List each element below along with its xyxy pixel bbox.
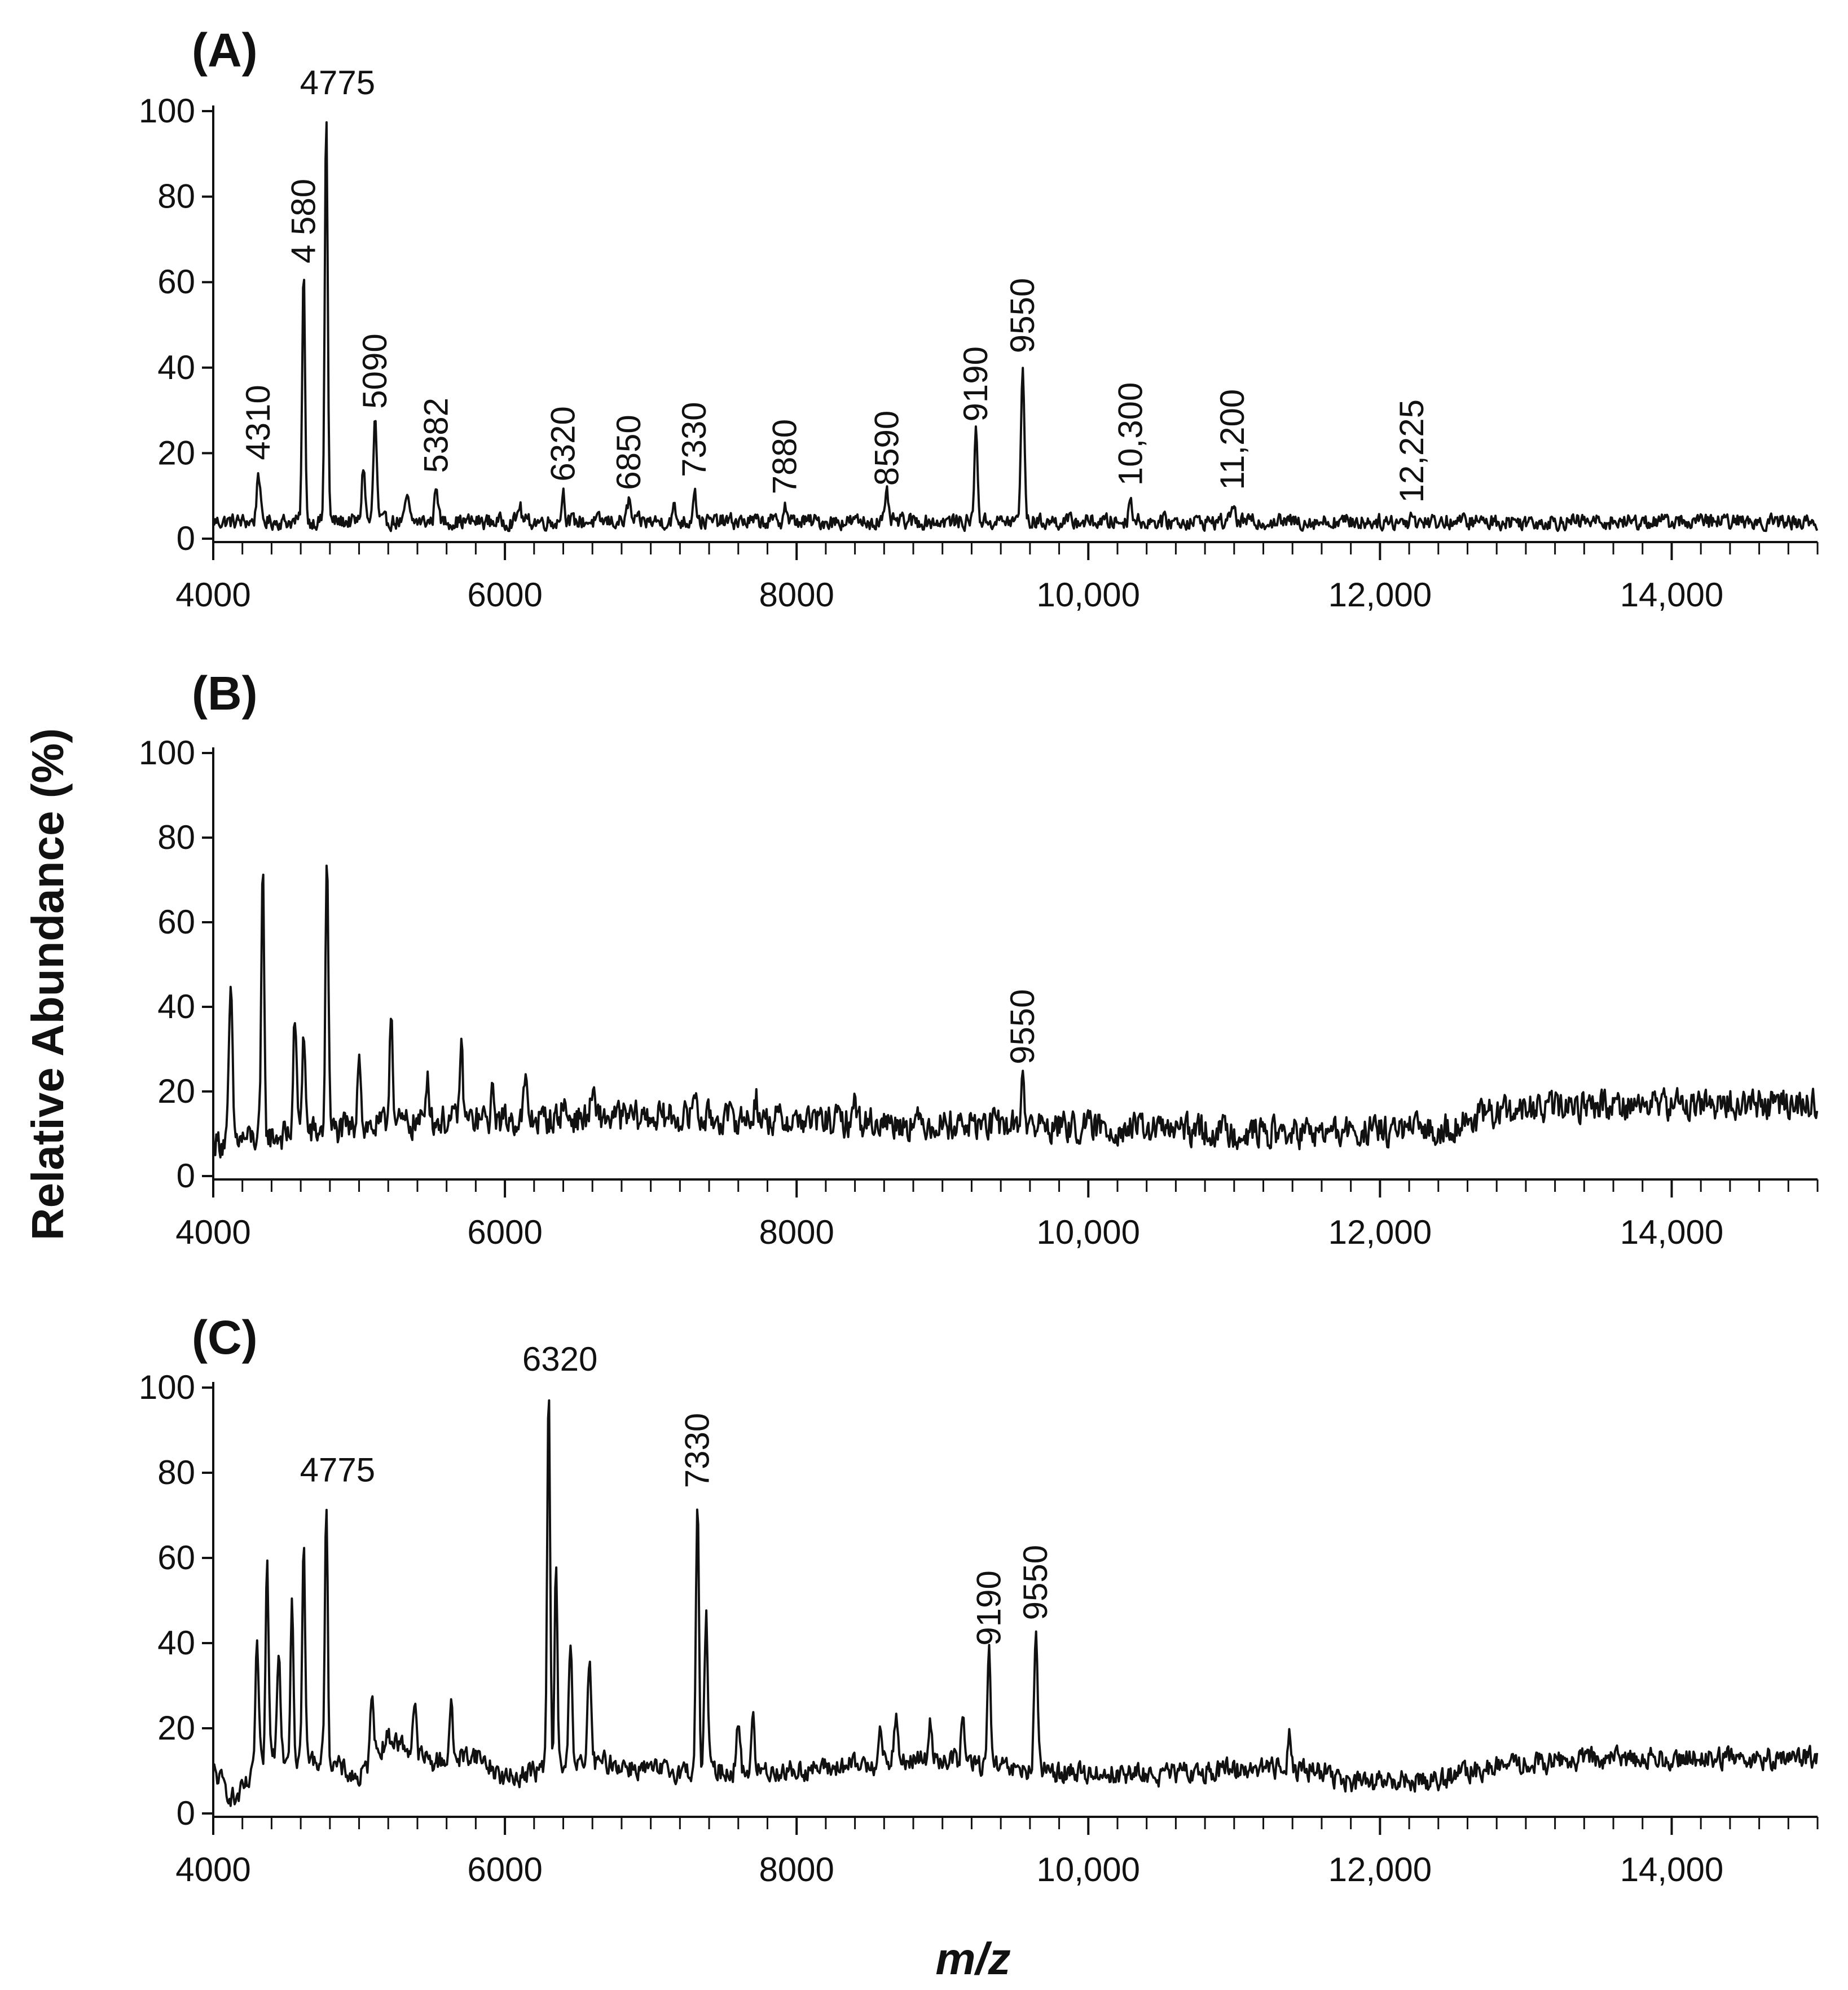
y-tick-label: 80 xyxy=(157,1454,195,1491)
peak-label: 6320 xyxy=(544,406,582,481)
spectrum-line xyxy=(212,1399,1819,1807)
y-tick-label: 60 xyxy=(157,903,195,941)
spectrum-line xyxy=(212,121,1819,532)
peak-label: 7880 xyxy=(765,419,803,494)
x-tick-label: 4000 xyxy=(175,1851,250,1888)
peak-label: 12,225 xyxy=(1393,399,1431,503)
x-tick-label: 10,000 xyxy=(1037,1213,1141,1251)
chart-panel-2: (B) 0 20 40 60 80 100 4000 6000 8000 10,000 12,000 1… xyxy=(139,667,1819,1251)
peak-label: 4775 xyxy=(300,1451,375,1489)
peak-label: 8590 xyxy=(868,411,905,486)
panel-label: (B) xyxy=(192,667,258,720)
x-tick-label: 12,000 xyxy=(1328,576,1432,614)
peak-label: 6850 xyxy=(610,415,648,490)
peak-label: 10,300 xyxy=(1111,382,1149,486)
x-tick-label: 10,000 xyxy=(1037,1851,1141,1888)
y-tick-label: 100 xyxy=(139,92,195,130)
peak-label: 4310 xyxy=(239,385,277,460)
y-tick-label: 80 xyxy=(157,818,195,856)
x-tick-label: 8000 xyxy=(759,1213,834,1251)
y-tick-label: 100 xyxy=(139,1368,195,1406)
x-tick-label: 14,000 xyxy=(1620,1851,1724,1888)
x-tick-label: 12,000 xyxy=(1328,1213,1432,1251)
peak-label: 4775 xyxy=(300,64,375,102)
peak-label: 11,200 xyxy=(1213,389,1251,490)
peak-label: 7330 xyxy=(678,1413,716,1488)
chart-panel-3: (C) 0 20 40 60 80 100 4000 6000 8000 10,000 12,000 1… xyxy=(139,1311,1819,1888)
x-tick-label: 14,000 xyxy=(1620,1213,1724,1251)
x-tick-label: 6000 xyxy=(467,576,542,614)
y-tick-label: 60 xyxy=(157,263,195,301)
peak-label: 9550 xyxy=(1004,278,1041,353)
x-tick-label: 4000 xyxy=(175,576,250,614)
y-tick-label: 0 xyxy=(177,519,195,557)
x-tick-label: 12,000 xyxy=(1328,1851,1432,1888)
y-tick-label: 40 xyxy=(157,988,195,1025)
peak-label: 4 580 xyxy=(284,179,322,263)
x-tick-label: 6000 xyxy=(467,1851,542,1888)
x-tick-label: 14,000 xyxy=(1620,576,1724,614)
chart-panel-1: (A) 0 20 40 60 80 100 4000 6000 8000 10,000 12,000 1… xyxy=(139,24,1819,614)
y-tick-label: 100 xyxy=(139,734,195,772)
peak-label: 9190 xyxy=(957,346,995,421)
y-tick-label: 40 xyxy=(157,349,195,386)
y-tick-label: 60 xyxy=(157,1539,195,1577)
peak-label: 6320 xyxy=(522,1340,597,1378)
peak-label: 9550 xyxy=(1004,989,1041,1064)
y-tick-label: 20 xyxy=(157,1709,195,1747)
panel-label: (C) xyxy=(192,1311,258,1364)
peak-label: 9550 xyxy=(1017,1545,1054,1620)
x-tick-label: 10,000 xyxy=(1037,576,1141,614)
panel-label: (A) xyxy=(192,24,258,77)
y-tick-label: 0 xyxy=(177,1794,195,1832)
spectrum-line xyxy=(212,864,1819,1159)
y-tick-label: 40 xyxy=(157,1624,195,1662)
x-tick-label: 4000 xyxy=(175,1213,250,1251)
peak-label: 5382 xyxy=(417,398,455,473)
y-tick-label: 0 xyxy=(177,1157,195,1195)
peak-label: 7330 xyxy=(675,402,713,477)
y-tick-label: 20 xyxy=(157,434,195,472)
peak-label: 5090 xyxy=(356,333,394,408)
y-tick-label: 20 xyxy=(157,1072,195,1110)
x-axis-label: m/z xyxy=(935,1934,1010,1984)
y-tick-label: 80 xyxy=(157,178,195,215)
x-tick-label: 8000 xyxy=(759,576,834,614)
x-tick-label: 6000 xyxy=(467,1213,542,1251)
x-tick-label: 8000 xyxy=(759,1851,834,1888)
peak-label: 9190 xyxy=(970,1570,1007,1645)
y-axis-label: Relative Abundance (%) xyxy=(23,728,73,1240)
